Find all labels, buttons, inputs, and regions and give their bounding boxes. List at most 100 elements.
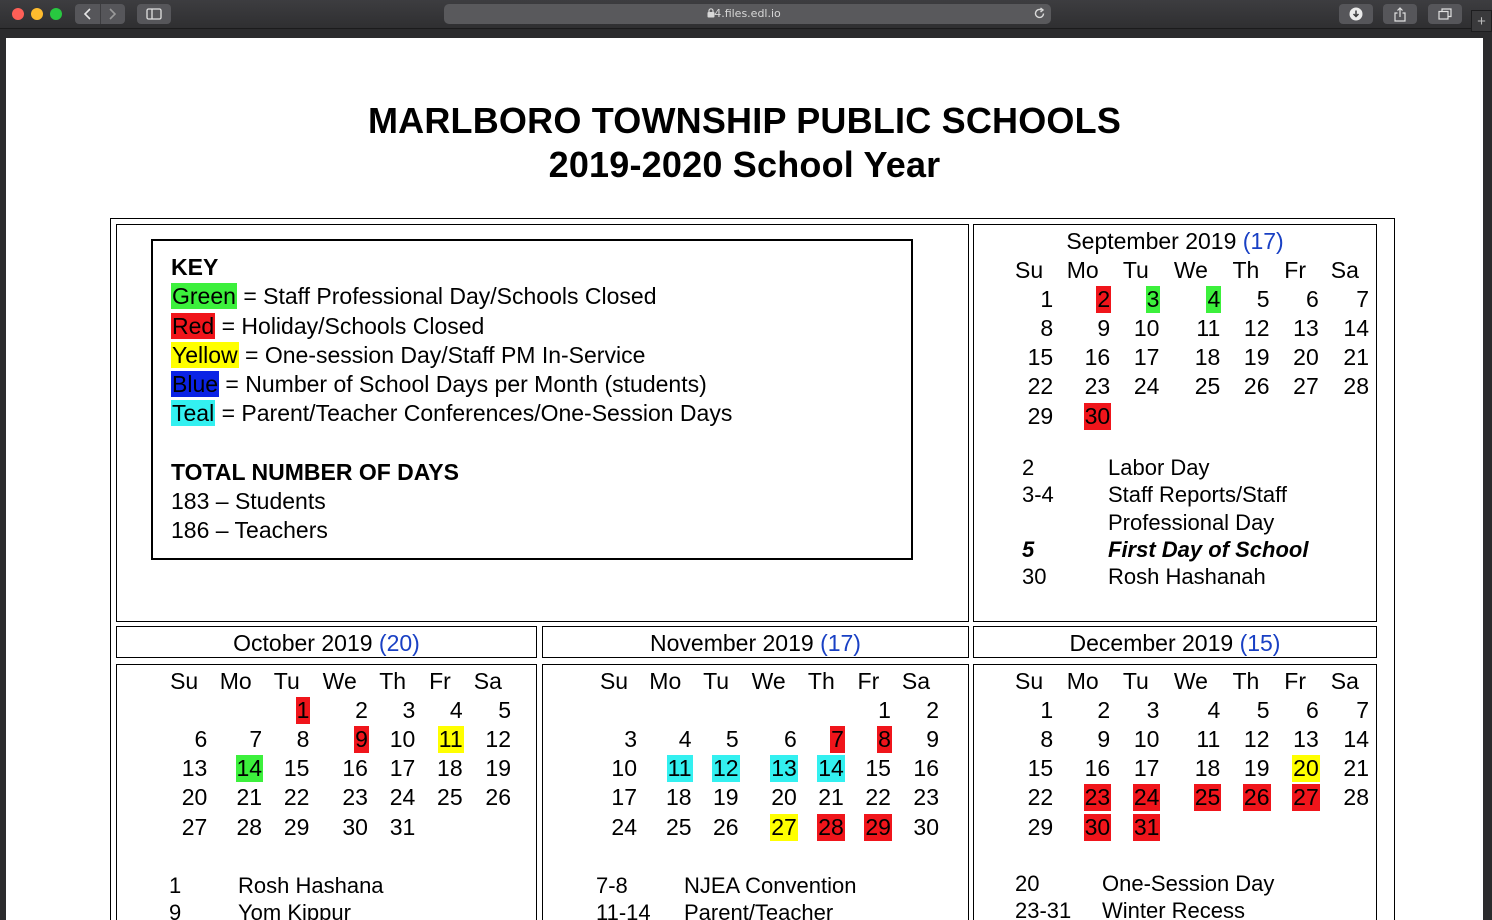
key-box: KEY Green = Staff Professional Day/Schoo… — [151, 239, 913, 560]
day-cell: 14 — [798, 754, 845, 783]
day-number: 27 — [770, 813, 798, 841]
day-cell: 6 — [160, 724, 208, 753]
day-cell: 3 — [590, 724, 638, 753]
day-cell: 28 — [1320, 783, 1370, 812]
december-grid: Su Mo Tu We Th Fr Sa 1 2 3 4 5 6 7 8 9 10 11 12 13 14 15 16 17 1… — [1004, 666, 1370, 841]
weekday-label: Th — [807, 667, 835, 694]
event-text: First Day of School — [1108, 536, 1309, 562]
minimize-window-button[interactable] — [31, 8, 43, 20]
close-window-button[interactable] — [12, 8, 24, 20]
day-cell: 14 — [208, 754, 264, 783]
week-row: 6 7 8 9 10 11 12 — [160, 724, 512, 753]
day-cell — [160, 695, 208, 724]
day-cell — [638, 695, 693, 724]
day-cell — [464, 812, 512, 841]
week-row: 8 9 10 11 12 13 14 — [1004, 313, 1370, 342]
day-number: 20 — [181, 784, 208, 811]
event-text: NJEA Convention — [684, 873, 857, 898]
day-cell — [693, 695, 740, 724]
day-number: 25 — [1193, 784, 1222, 812]
key-swatch-red: Red — [171, 312, 216, 339]
day-cell: 22 — [1004, 372, 1054, 401]
day-number: 7 — [1356, 285, 1369, 312]
day-number: 24 — [1132, 784, 1161, 812]
sidebar-button[interactable] — [137, 4, 171, 24]
day-cell: 14 — [1320, 313, 1370, 342]
show-tabs-button[interactable] — [1428, 4, 1462, 24]
total-students: 183 – Students — [171, 488, 326, 515]
day-number: 26 — [485, 784, 511, 811]
total-teachers: 186 – Teachers — [171, 517, 328, 544]
zoom-window-button[interactable] — [50, 8, 62, 20]
day-cell: 21 — [798, 783, 845, 812]
weekday-row: Su Mo Tu We Th Fr Sa — [160, 666, 512, 695]
week-row: 15 16 17 18 19 20 21 — [1004, 754, 1370, 783]
reload-icon[interactable] — [1033, 7, 1046, 20]
day-number: 17 — [389, 755, 416, 782]
day-cell: 2 — [1054, 695, 1111, 724]
day-cell: 19 — [693, 783, 740, 812]
weekday-label: Su — [1015, 667, 1044, 694]
september-header: September 2019 (17) — [974, 228, 1376, 255]
day-cell: 10 — [369, 724, 416, 753]
weekday-row: Su Mo Tu We Th Fr Sa — [1004, 255, 1370, 284]
day-cell: 15 — [1004, 754, 1054, 783]
week-row: 22 23 24 25 26 27 28 — [1004, 783, 1370, 812]
day-cell: 14 — [1320, 724, 1370, 753]
day-number: 25 — [1194, 373, 1221, 400]
day-cell — [1160, 812, 1221, 841]
day-cell: 13 — [160, 754, 208, 783]
day-number: 12 — [1243, 314, 1270, 341]
day-cell: 13 — [1271, 313, 1320, 342]
weekday-label: Mo — [219, 667, 252, 694]
day-number: 4 — [678, 725, 692, 752]
weekday-label: Mo — [1066, 667, 1099, 694]
day-number: 14 — [1343, 314, 1369, 341]
event-date: 5 — [1022, 536, 1035, 562]
day-cell: 25 — [638, 812, 693, 841]
day-cell: 15 — [263, 754, 310, 783]
day-cell: 5 — [1221, 695, 1270, 724]
day-number: 18 — [1194, 344, 1221, 371]
day-cell: 1 — [1004, 695, 1054, 724]
day-number: 7 — [249, 725, 263, 752]
downloads-button[interactable] — [1339, 4, 1373, 24]
day-cell: 3 — [1111, 284, 1161, 313]
key-text-teal: = Parent/Teacher Conferences/One-Session… — [215, 400, 733, 427]
day-number: 27 — [1293, 373, 1319, 400]
new-tab-button[interactable]: + — [1471, 10, 1492, 32]
november-header: November 2019 (17) — [543, 630, 968, 657]
day-number: 5 — [725, 725, 739, 752]
day-cell: 17 — [369, 754, 416, 783]
address-bar[interactable]: 4.files.edl.io — [444, 4, 1051, 24]
day-number: 10 — [389, 725, 416, 752]
day-cell: 8 — [845, 724, 892, 753]
event-row: 20 One-Session Day — [1015, 870, 1274, 897]
day-cell: 16 — [1054, 343, 1111, 372]
day-cell: 26 — [1221, 783, 1271, 812]
day-cell: 23 — [1054, 372, 1111, 401]
forward-button[interactable] — [99, 4, 126, 24]
weekday-label: Sa — [1330, 667, 1359, 694]
day-number: 22 — [283, 784, 310, 811]
day-number: 5 — [1256, 696, 1270, 723]
total-days-title: TOTAL NUMBER OF DAYS — [171, 458, 459, 485]
back-button[interactable] — [75, 4, 100, 24]
document-page: MARLBORO TOWNSHIP PUBLIC SCHOOLS 2019-20… — [6, 38, 1483, 920]
day-number: 4 — [1206, 285, 1222, 313]
day-number: 10 — [1133, 314, 1160, 341]
weekday-label: We — [751, 667, 786, 694]
day-number: 7 — [830, 725, 845, 753]
day-cell: 19 — [1221, 754, 1270, 783]
day-cell: 20 — [160, 783, 208, 812]
share-button[interactable] — [1383, 4, 1417, 24]
day-number: 25 — [437, 784, 463, 811]
event-date: 3-4 — [1022, 482, 1054, 508]
day-cell: 11 — [638, 754, 693, 783]
event-text: Professional Day — [1108, 509, 1275, 535]
day-number: 22 — [865, 784, 891, 811]
day-number: 17 — [1133, 755, 1160, 782]
day-number: 6 — [194, 725, 208, 752]
day-cell: 24 — [1111, 783, 1161, 812]
